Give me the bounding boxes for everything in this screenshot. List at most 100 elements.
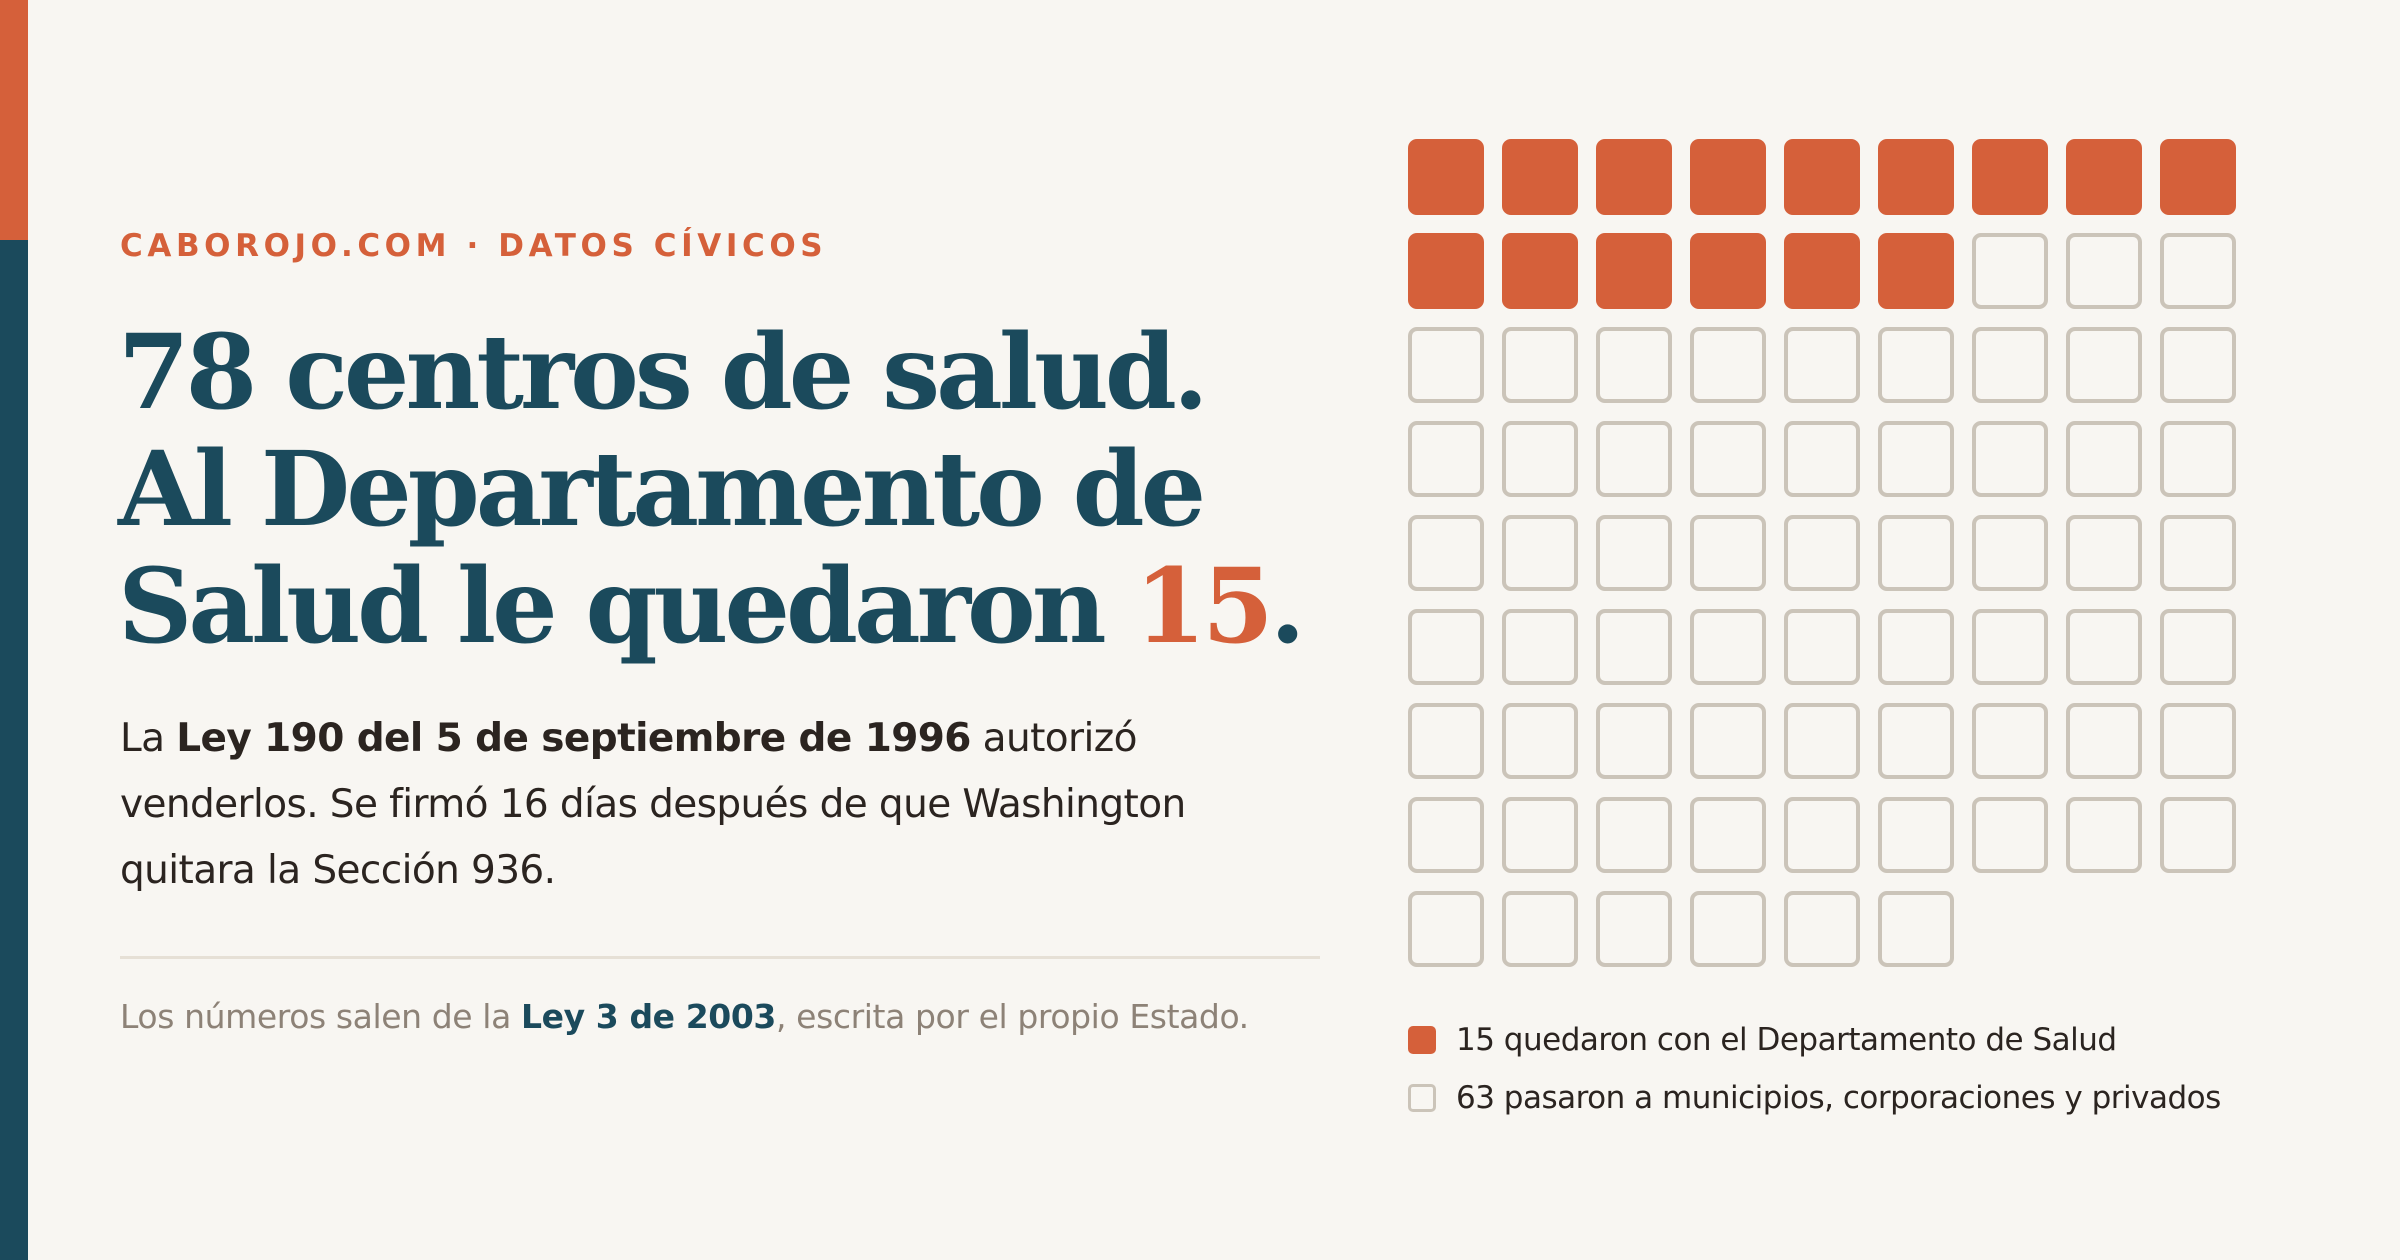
waffle-cell-transferred — [1408, 891, 1484, 967]
waffle-cell-kept — [1690, 233, 1766, 309]
waffle-cell-transferred — [1690, 703, 1766, 779]
waffle-cell-transferred — [1408, 609, 1484, 685]
waffle-cell-transferred — [1972, 421, 2048, 497]
waffle-cell-transferred — [1596, 891, 1672, 967]
body-text-end: autorizó venderlos. Se firmó 16 días des… — [120, 716, 1186, 893]
waffle-cell-transferred — [1408, 797, 1484, 873]
waffle-cell-kept — [1784, 233, 1860, 309]
waffle-cell-transferred — [1690, 421, 1766, 497]
waffle-cell-transferred — [1972, 233, 2048, 309]
accent-bar-top — [0, 0, 28, 240]
waffle-cell-transferred — [1690, 797, 1766, 873]
waffle-cell-kept — [2066, 139, 2142, 215]
waffle-cell-kept — [1408, 139, 1484, 215]
waffle-cell-kept — [1596, 233, 1672, 309]
headline-line-2: Al Departamento de — [118, 429, 1206, 550]
waffle-cell-transferred — [1878, 421, 1954, 497]
waffle-cell-kept — [1408, 233, 1484, 309]
headline-highlight-number: 15 — [1134, 546, 1273, 667]
waffle-cell-transferred — [2160, 609, 2236, 685]
waffle-cell-transferred — [1596, 703, 1672, 779]
waffle-cell-transferred — [1502, 797, 1578, 873]
waffle-cell-transferred — [1878, 515, 1954, 591]
waffle-cell-transferred — [2066, 609, 2142, 685]
waffle-cell-transferred — [2066, 797, 2142, 873]
waffle-cell-transferred — [1502, 515, 1578, 591]
waffle-cell-transferred — [1784, 609, 1860, 685]
waffle-cell-transferred — [2160, 233, 2236, 309]
waffle-cell-transferred — [2160, 421, 2236, 497]
waffle-cell-transferred — [1784, 327, 1860, 403]
legend-swatch-kept — [1408, 1026, 1436, 1054]
waffle-cell-kept — [1972, 139, 2048, 215]
waffle-cell-transferred — [1972, 797, 2048, 873]
legend: 15 quedaron con el Departamento de Salud… — [1408, 1020, 2221, 1136]
waffle-cell-transferred — [2066, 233, 2142, 309]
headline-line-1: 78 centros de salud. — [118, 312, 1209, 433]
waffle-cell-transferred — [1502, 421, 1578, 497]
waffle-cell-transferred — [1596, 421, 1672, 497]
waffle-cell-transferred — [1878, 797, 1954, 873]
waffle-cell-transferred — [1972, 327, 2048, 403]
source-text-start: Los números salen de la — [120, 997, 521, 1036]
waffle-cell-transferred — [1408, 327, 1484, 403]
waffle-cell-transferred — [1878, 703, 1954, 779]
legend-item-transferred: 63 pasaron a municipios, corporaciones y… — [1408, 1078, 2221, 1118]
waffle-cell-transferred — [1690, 327, 1766, 403]
waffle-cell-transferred — [1408, 703, 1484, 779]
legend-item-kept: 15 quedaron con el Departamento de Salud — [1408, 1020, 2221, 1060]
waffle-cell-kept — [1596, 139, 1672, 215]
body-law-reference: Ley 190 del 5 de septiembre de 1996 — [176, 716, 971, 761]
waffle-cell-transferred — [1408, 515, 1484, 591]
waffle-cell-transferred — [1784, 421, 1860, 497]
waffle-cell-kept — [1690, 139, 1766, 215]
waffle-cell-transferred — [1972, 609, 2048, 685]
waffle-cell-transferred — [2066, 421, 2142, 497]
waffle-cell-transferred — [1502, 327, 1578, 403]
waffle-cell-transferred — [1502, 703, 1578, 779]
waffle-cell-transferred — [1690, 515, 1766, 591]
waffle-cell-kept — [1878, 233, 1954, 309]
waffle-cell-transferred — [1596, 609, 1672, 685]
waffle-chart — [1408, 139, 2238, 967]
body-text-start: La — [120, 716, 177, 761]
waffle-cell-kept — [1502, 139, 1578, 215]
waffle-cell-transferred — [1878, 609, 1954, 685]
legend-swatch-transferred — [1408, 1084, 1436, 1112]
waffle-cell-transferred — [1878, 891, 1954, 967]
waffle-cell-transferred — [1596, 327, 1672, 403]
waffle-cell-kept — [1878, 139, 1954, 215]
waffle-cell-transferred — [1596, 797, 1672, 873]
waffle-cell-transferred — [1972, 703, 2048, 779]
headline-line-3-suffix: . — [1269, 546, 1306, 667]
headline: 78 centros de salud. Al Departamento de … — [118, 314, 1378, 665]
waffle-cell-kept — [1784, 139, 1860, 215]
waffle-cell-transferred — [2066, 703, 2142, 779]
waffle-cell-transferred — [1502, 609, 1578, 685]
divider — [120, 956, 1320, 959]
waffle-cell-transferred — [2160, 703, 2236, 779]
waffle-cell-kept — [1502, 233, 1578, 309]
waffle-cell-transferred — [2066, 327, 2142, 403]
body-paragraph: La Ley 190 del 5 de septiembre de 1996 a… — [120, 706, 1300, 904]
waffle-cell-kept — [2160, 139, 2236, 215]
source-law-reference: Ley 3 de 2003 — [520, 997, 776, 1036]
waffle-cell-transferred — [1972, 515, 2048, 591]
waffle-cell-transferred — [1784, 891, 1860, 967]
legend-label-transferred: 63 pasaron a municipios, corporaciones y… — [1456, 1080, 2221, 1116]
waffle-cell-transferred — [1784, 797, 1860, 873]
waffle-cell-transferred — [2160, 515, 2236, 591]
waffle-cell-transferred — [1878, 327, 1954, 403]
kicker: CABOROJO.COM · DATOS CÍVICOS — [120, 228, 828, 264]
headline-line-3: Salud le quedaron 15. — [118, 548, 1378, 665]
source-text-end: , escrita por el propio Estado. — [775, 997, 1249, 1036]
waffle-cell-transferred — [2066, 515, 2142, 591]
source-note: Los números salen de la Ley 3 de 2003, e… — [120, 992, 1340, 1042]
waffle-cell-transferred — [1596, 515, 1672, 591]
legend-label-kept: 15 quedaron con el Departamento de Salud — [1456, 1022, 2117, 1058]
waffle-cell-transferred — [1502, 891, 1578, 967]
waffle-cell-transferred — [1784, 515, 1860, 591]
waffle-cell-transferred — [1408, 421, 1484, 497]
accent-bar-bottom — [0, 240, 28, 1260]
headline-line-3-prefix: Salud le quedaron — [118, 546, 1135, 667]
